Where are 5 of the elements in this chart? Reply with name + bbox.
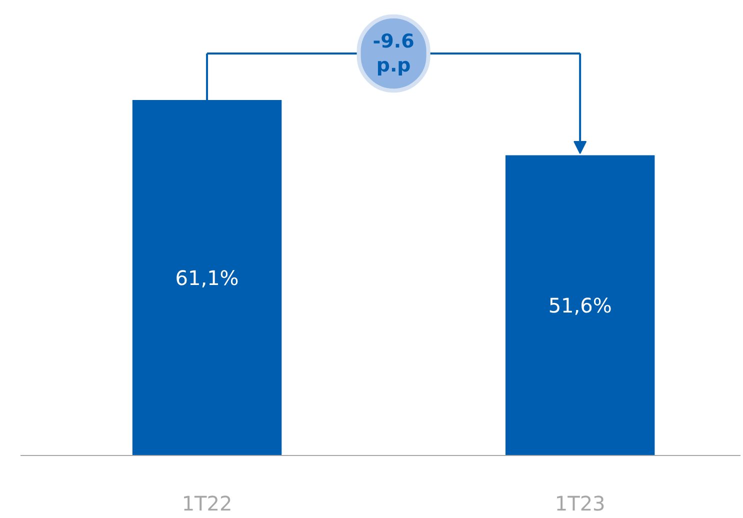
data-label: 61,1% bbox=[175, 266, 239, 290]
data-label: 51,6% bbox=[548, 293, 612, 318]
x-tick-label: 1T22 bbox=[182, 492, 232, 516]
text: -9.6 p.p bbox=[372, 30, 414, 77]
x-tick-label: 1T23 bbox=[554, 492, 606, 516]
